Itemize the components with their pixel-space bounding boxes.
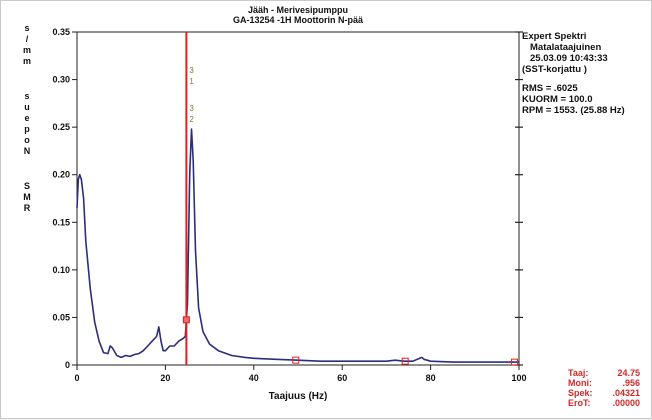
x-tick-label: 20	[160, 373, 170, 383]
y-axis: 0 0.05 0.10 0.15 0.20 0.25 0.30 0.35	[52, 27, 77, 370]
y-tick-label: 0.10	[52, 265, 70, 275]
readout-label: Moni:	[568, 378, 592, 388]
y-axis-label-char: m	[22, 45, 31, 55]
harmonic-marker	[292, 356, 300, 364]
y-axis-label-char: M	[23, 192, 31, 202]
spectrum-series-line	[76, 128, 519, 363]
readout-label: Spek:	[568, 388, 593, 398]
y-axis-label-char: p	[24, 124, 30, 134]
x-tick-label: 0	[74, 373, 79, 383]
info-panel-line: KUORM = 100.0	[522, 94, 593, 105]
x-tick-label: 60	[337, 373, 347, 383]
y-axis-label-char: e	[24, 113, 30, 123]
x-tick-label: 40	[249, 373, 259, 383]
y-axis-label-char: R	[23, 203, 31, 213]
cursor-harmonic-label: 1	[189, 77, 194, 86]
y-tick-label: 0.25	[52, 122, 70, 132]
cursor-harmonic-labels: 3 1 3 2	[189, 66, 194, 124]
y-axis-label-char: s	[24, 91, 30, 101]
y-tick-label: 0.15	[52, 217, 70, 227]
harmonic-marker	[182, 316, 190, 324]
y-axis-label-char: u	[24, 102, 30, 112]
harmonic-marker	[401, 357, 409, 365]
y-axis-label-char: S	[23, 181, 30, 191]
readout-value: .956	[622, 378, 640, 388]
info-panel-line: Expert Spektri	[522, 31, 587, 42]
x-tick-label: 100	[511, 373, 526, 383]
y-axis-label-char: m	[22, 56, 31, 66]
y-axis-label-char: s	[24, 23, 30, 33]
plot-frame	[76, 31, 520, 366]
y-tick-label: 0.20	[52, 170, 70, 180]
x-tick-label: 80	[426, 373, 436, 383]
y-tick-label: 0.35	[52, 27, 70, 37]
info-panel-line: 25.03.09 10:43:33	[530, 53, 608, 64]
y-tick-label: 0	[65, 360, 70, 370]
cursor-harmonic-label: 3	[189, 66, 194, 75]
x-axis-label: Taajuus (Hz)	[269, 391, 328, 402]
readout-value: .00000	[612, 398, 640, 408]
y-axis-label-char: o	[24, 135, 30, 145]
x-axis: 0 20 40 60 80 100	[74, 365, 527, 383]
readout-label: Taaj:	[568, 368, 589, 378]
readout-value: 24.75	[617, 368, 640, 378]
readout-label: EroT:	[568, 398, 591, 408]
harmonic-marker	[511, 358, 519, 366]
info-panel-line: RPM = 1553. (25.88 Hz)	[522, 105, 625, 116]
right-axis-ticks	[515, 31, 523, 366]
cursor-harmonic-label: 3	[189, 104, 194, 113]
cursor-harmonic-label: 2	[189, 115, 194, 124]
chart-title-line: Jääh - Merivesipumppu	[248, 5, 348, 15]
y-tick-label: 0.30	[52, 75, 70, 85]
info-panel-line: Matalataajuinen	[530, 42, 602, 53]
readout-value: .04321	[612, 388, 640, 398]
y-tick-label: 0.05	[52, 312, 70, 322]
info-panel-line: RMS = .6025	[522, 83, 578, 94]
chart-title-line: GA-13254 -1H Moottorin N-pää	[233, 15, 364, 25]
y-axis-label-char: N	[23, 146, 31, 156]
info-panel-line: (SST-korjattu )	[522, 64, 587, 75]
harmonic-markers	[182, 316, 519, 366]
y-axis-label-char: /	[25, 34, 29, 44]
